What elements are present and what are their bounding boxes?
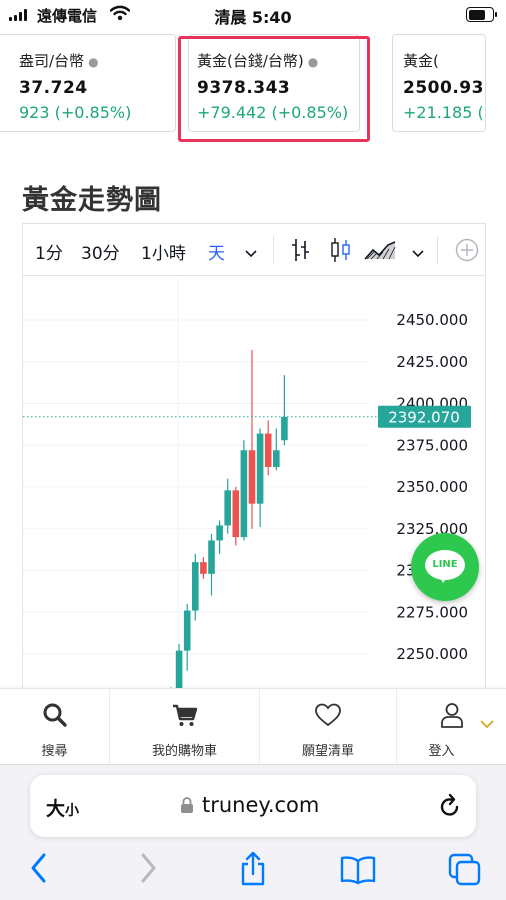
reload-icon[interactable]	[438, 793, 462, 823]
nav-cart[interactable]: 我的購物車	[110, 689, 259, 765]
candle-body	[232, 490, 240, 538]
url-display[interactable]: truney.com	[180, 793, 319, 817]
nav-label: 我的購物車	[151, 744, 217, 759]
line-chat-icon: LINE	[425, 550, 465, 583]
cart-icon	[110, 701, 259, 729]
bookmarks-icon[interactable]	[340, 855, 376, 889]
chevron-down-icon[interactable]	[480, 714, 494, 733]
browser-toolbar	[0, 851, 506, 891]
candlestick-icon[interactable]	[329, 237, 353, 267]
nav-wishlist[interactable]: 願望清單	[260, 689, 396, 765]
carrier-name: 遠傳電信	[37, 7, 98, 25]
timeframe-day[interactable]: 天	[208, 244, 225, 264]
address-bar[interactable]: 大小 truney.com	[30, 775, 476, 837]
candle-body	[192, 562, 199, 611]
timeframe-1m[interactable]: 1分	[35, 244, 63, 264]
status-dot-icon: ●	[88, 55, 99, 69]
candlestick-chart[interactable]: 2450.0002425.0002400.0002375.0002350.000…	[23, 277, 485, 708]
candle-body	[175, 650, 183, 691]
ticker-name: 盎司/台幣 ●	[19, 52, 99, 70]
clock: 清晨 5:40	[214, 8, 292, 27]
y-tick-label: 2250.000	[396, 645, 468, 663]
area-chart-icon[interactable]	[363, 237, 397, 267]
nav-label: 搜尋	[41, 744, 68, 759]
page-title: 黃金走勢圖	[22, 185, 162, 216]
candle-body	[200, 562, 207, 574]
price-label-bg	[378, 405, 471, 428]
ticker-change: +21.185 (	[403, 103, 484, 122]
ticker-change: 923 (+0.85%)	[19, 103, 132, 122]
ticker-carousel[interactable]: 盎司/台幣 ● 37.724 923 (+0.85%) 黃金(台錢/台幣) ● 93…	[0, 34, 506, 134]
nav-label: 願望清單	[301, 744, 354, 759]
bottom-nav: 搜尋 我的購物車 願望清單 登入	[0, 688, 506, 765]
lock-icon	[181, 797, 193, 813]
url-text: truney.com	[202, 793, 320, 817]
ticker-change: +79.442 (+0.85%)	[197, 103, 349, 122]
candle-body	[216, 525, 223, 541]
candle-body	[240, 450, 248, 538]
chart-widget[interactable]: 1分 30分 1小時 天	[22, 223, 486, 708]
y-tick-label: 2375.000	[396, 436, 468, 454]
line-chat-button[interactable]: LINE	[411, 533, 479, 601]
candle-body	[264, 433, 272, 467]
ticker-price: 9378.343	[197, 78, 291, 98]
chart-toolbar: 1分 30分 1小時 天	[23, 224, 485, 276]
current-price-label: 2392.070	[388, 409, 460, 427]
candle-body	[273, 450, 280, 467]
ticker-price: 37.724	[19, 78, 88, 98]
y-tick-label: 2450.000	[396, 311, 468, 329]
status-bar: 遠傳電信 清晨 5:40	[0, 0, 506, 30]
nav-label: 登入	[428, 744, 455, 759]
timeframe-30m[interactable]: 30分	[81, 244, 120, 264]
back-icon[interactable]	[28, 851, 50, 889]
candle-body	[248, 450, 256, 504]
wifi-icon	[109, 5, 131, 25]
ticker-price: 2500.93	[403, 78, 484, 98]
forward-icon[interactable]	[137, 851, 159, 889]
nav-search[interactable]: 搜尋	[0, 689, 109, 765]
timeframe-1h[interactable]: 1小時	[141, 244, 186, 264]
y-tick-label: 2350.000	[396, 478, 468, 496]
chevron-down-icon[interactable]	[412, 243, 424, 262]
battery-icon	[466, 7, 497, 22]
add-indicator-icon[interactable]	[455, 238, 479, 266]
user-icon	[397, 701, 506, 729]
candle-body	[183, 610, 191, 651]
candle-body	[281, 416, 288, 441]
ticker-card-gold-usd[interactable]: 黃金( 2500.93 +21.185 ( TV	[392, 34, 486, 132]
ticker-card-oz[interactable]: 盎司/台幣 ● 37.724 923 (+0.85%)	[0, 34, 176, 132]
status-dot-icon: ●	[307, 55, 319, 69]
candle-body	[256, 433, 264, 504]
search-icon	[0, 701, 109, 729]
ticker-name: 黃金(台錢/台幣) ●	[197, 52, 319, 70]
tabs-icon[interactable]	[448, 853, 482, 891]
bar-chart-icon[interactable]	[289, 237, 311, 267]
ticker-card-gold-tael[interactable]: 黃金(台錢/台幣) ● 9378.343 +79.442 (+0.85%)	[188, 34, 360, 132]
browser-chrome: 大小 truney.com	[0, 764, 506, 900]
chevron-down-icon[interactable]	[245, 243, 257, 262]
y-tick-label: 2275.000	[396, 603, 468, 621]
y-tick-label: 2425.000	[396, 353, 468, 371]
price-chart[interactable]: 2450.000 2425.000 2400.000 2375.000 2350.000…	[23, 277, 485, 708]
share-icon[interactable]	[238, 851, 268, 891]
heart-icon	[260, 701, 396, 729]
nav-login[interactable]: 登入	[397, 689, 506, 765]
candle-body	[224, 490, 231, 526]
ticker-name: 黃金(	[403, 52, 439, 70]
text-size-button[interactable]: 大小	[46, 798, 80, 820]
candle-body	[208, 540, 215, 574]
signal-icon	[9, 9, 27, 21]
